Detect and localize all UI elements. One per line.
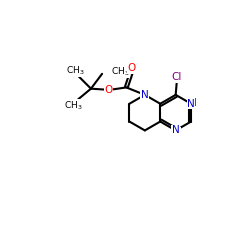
Text: N: N	[140, 88, 147, 99]
Text: Cl: Cl	[172, 72, 182, 82]
Text: O: O	[128, 63, 136, 73]
Text: N: N	[173, 128, 181, 138]
Text: N: N	[141, 90, 149, 100]
Text: N: N	[189, 98, 197, 108]
Text: N: N	[172, 126, 179, 136]
Text: CH$_3$: CH$_3$	[66, 64, 84, 77]
Text: N: N	[187, 99, 195, 109]
Text: Cl: Cl	[172, 72, 182, 82]
Text: CH$_3$: CH$_3$	[112, 65, 130, 78]
Text: CH$_3$: CH$_3$	[64, 99, 83, 112]
Text: O: O	[128, 63, 136, 73]
Text: O: O	[104, 85, 113, 95]
Text: O: O	[104, 85, 113, 95]
